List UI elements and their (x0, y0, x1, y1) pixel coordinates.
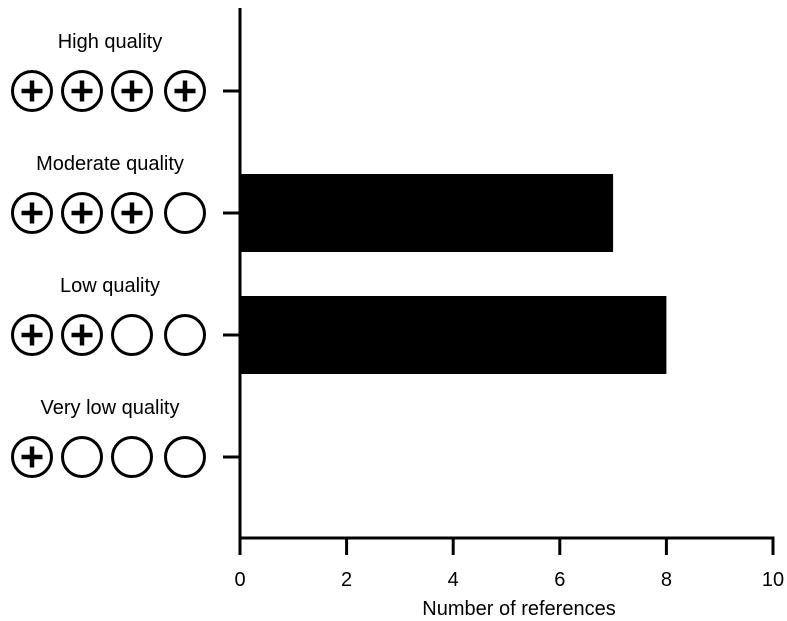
empty-circle-icon (164, 192, 206, 234)
x-axis-label: Number of references (422, 598, 615, 620)
bars-group (240, 174, 667, 374)
x-tick-label-2: 4 (448, 569, 459, 591)
empty-circle-icon (111, 436, 153, 478)
category-label-3: Very low quality (41, 397, 180, 419)
plus-circle-icon (11, 70, 53, 112)
category-label-0: High quality (58, 31, 163, 53)
empty-circle-icon (61, 436, 103, 478)
y-axis (223, 8, 242, 540)
empty-circle-icon (164, 436, 206, 478)
x-tick-label-3: 6 (554, 569, 565, 591)
bar-2 (240, 296, 667, 374)
plus-circle-icon (11, 436, 53, 478)
x-tick-label-4: 8 (661, 569, 672, 591)
category-label-1: Moderate quality (36, 153, 184, 175)
plus-circle-icon (11, 314, 53, 356)
bar-1 (240, 174, 614, 252)
category-labels: High quality Moderate quality Low quality V… (11, 31, 206, 478)
plus-circle-icon (11, 192, 53, 234)
plus-circle-icon (111, 70, 153, 112)
x-tick-label-5: 10 (762, 569, 784, 591)
plus-circle-icon (61, 192, 103, 234)
empty-circle-icon (164, 314, 206, 356)
plus-circle-icon (61, 70, 103, 112)
x-axis: 0 2 4 6 8 10 (234, 536, 784, 591)
plus-circle-icon (61, 314, 103, 356)
x-tick-label-1: 2 (341, 569, 352, 591)
x-tick-label-0: 0 (234, 569, 245, 591)
plus-circle-icon (111, 192, 153, 234)
category-label-2: Low quality (60, 275, 160, 297)
empty-circle-icon (111, 314, 153, 356)
plus-circle-icon (164, 70, 206, 112)
